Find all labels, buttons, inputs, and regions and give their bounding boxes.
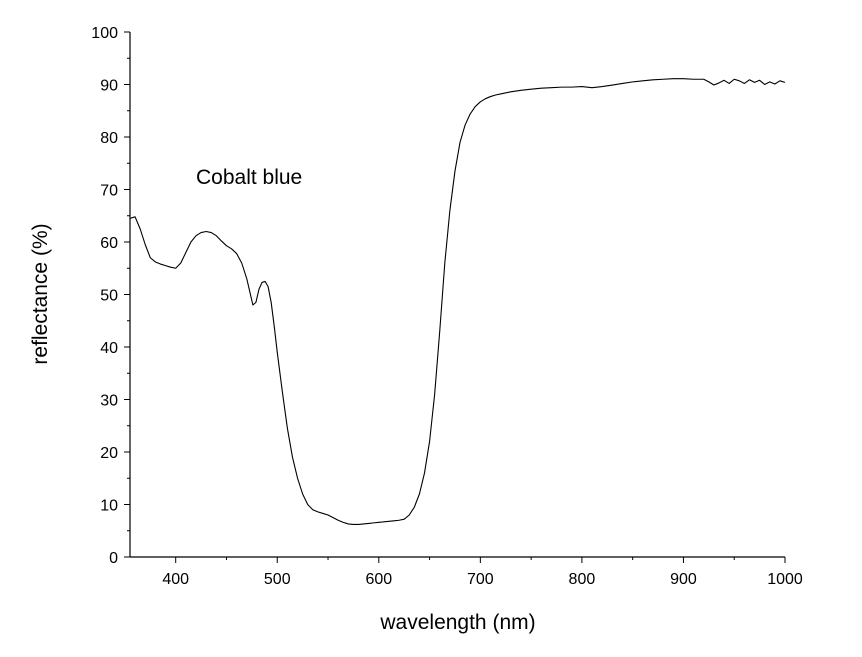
y-tick-label: 40 (100, 340, 118, 357)
x-tick-label: 500 (264, 571, 291, 588)
y-tick-label: 10 (100, 498, 118, 515)
x-tick-label: 400 (162, 571, 189, 588)
y-tick-label: 20 (100, 445, 118, 462)
series-line-0 (129, 78, 786, 525)
x-axis-label: wavelength (nm) (379, 611, 535, 634)
x-tick-label: 1000 (767, 571, 803, 588)
chart-annotation: Cobalt blue (196, 166, 302, 189)
x-tick-label: 700 (467, 571, 494, 588)
y-tick-label: 70 (100, 183, 118, 200)
y-tick-label: 100 (91, 25, 118, 42)
y-tick-label: 60 (100, 235, 118, 252)
ticks: 0 10 20 30 40 50 60 70 80 90 100 400 500 600 700 800 900… (91, 25, 803, 588)
y-tick-label: 90 (100, 78, 118, 95)
y-tick-label: 80 (100, 130, 118, 147)
x-tick-label: 800 (569, 571, 596, 588)
y-tick-label: 0 (109, 550, 118, 567)
y-tick-label: 50 (100, 288, 118, 305)
data-series (129, 78, 786, 525)
y-axis-label: reflectance (%) (29, 223, 52, 364)
y-tick-label: 30 (100, 393, 118, 410)
x-tick-label: 900 (670, 571, 697, 588)
x-tick-label: 600 (365, 571, 392, 588)
